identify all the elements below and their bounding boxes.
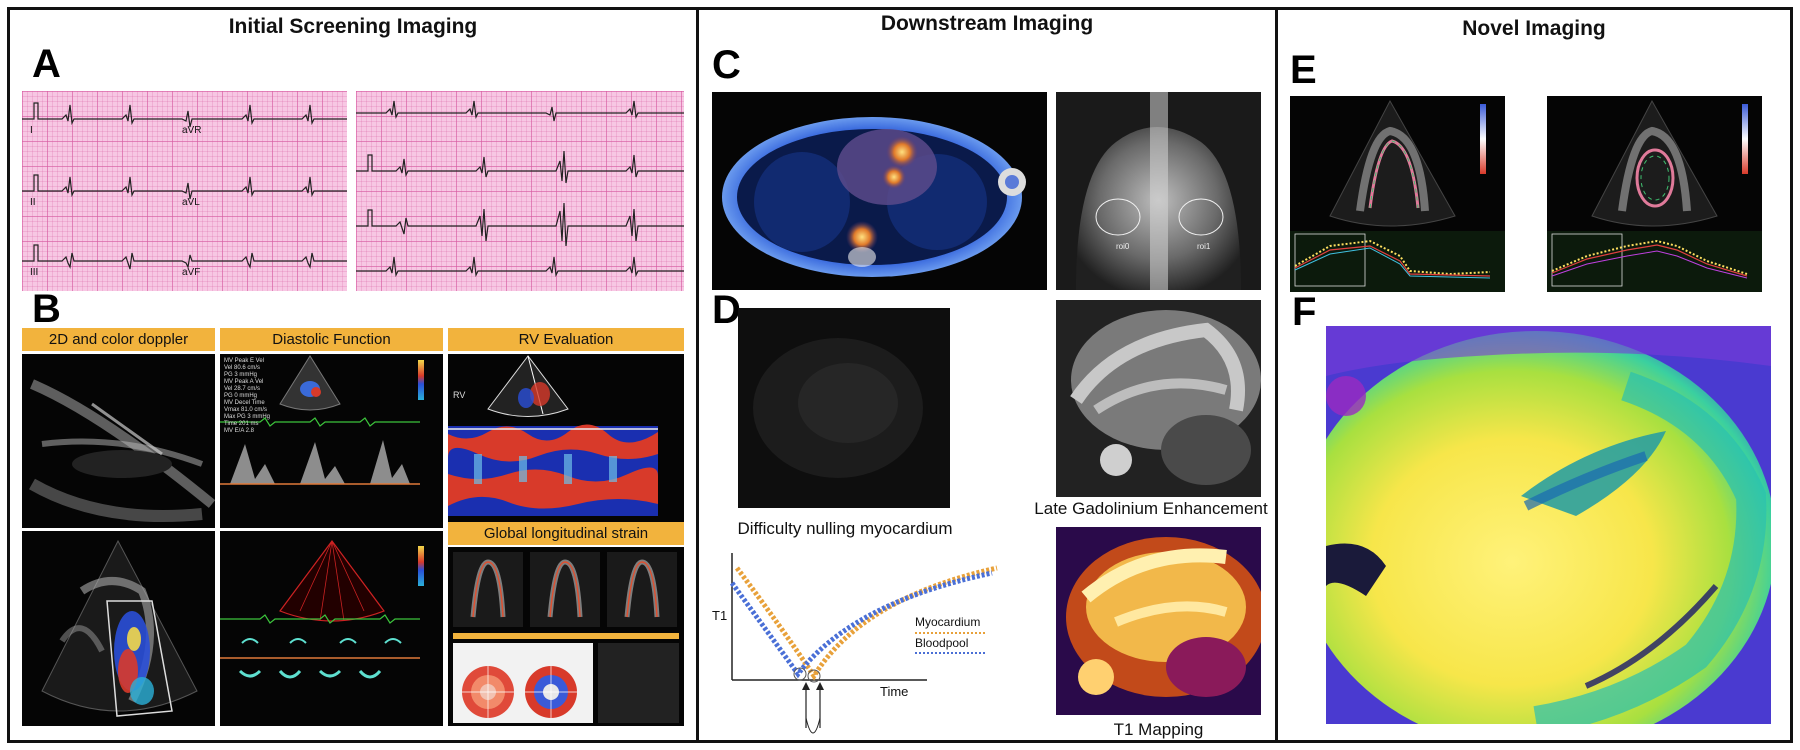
mri-t1-mapping-image <box>1056 527 1261 715</box>
ecg-right-traces <box>356 100 684 278</box>
t1-recovery-chart: T1 Time Myocardium Bloodpool <box>712 548 1002 738</box>
section-title-novel: Novel Imaging <box>1462 17 1606 40</box>
header-doppler: 2D and color doppler <box>22 328 215 351</box>
mri-nulling-image <box>738 308 950 508</box>
ecg-lead-label: aVL <box>182 197 200 208</box>
ecg-lead-label: III <box>30 267 39 278</box>
strain-echo-left <box>1290 96 1505 292</box>
t1-chart-svg <box>729 553 998 734</box>
panel-letter-e: E <box>1290 48 1317 92</box>
panel-letter-b: B <box>32 287 61 331</box>
divider-right <box>1275 7 1278 743</box>
echo-tissue-doppler <box>220 531 443 726</box>
t1-null-marker-bloodpool <box>793 667 807 681</box>
caption-t1-mapping: T1 Mapping <box>1113 720 1204 739</box>
t1-null-marker-myocardium <box>807 669 821 683</box>
caption-nulling: Difficulty nulling myocardium <box>737 519 953 538</box>
ecg-lead-label: aVR <box>182 125 202 136</box>
roi-label-right: roi1 <box>1197 242 1211 251</box>
t1-x-label: Time <box>880 684 909 699</box>
section-title-initial: Initial Screening Imaging <box>228 15 478 38</box>
header-gls: Global longitudinal strain <box>448 522 684 545</box>
panel-letter-c: C <box>712 43 741 87</box>
ecg-lead-label: aVF <box>182 267 201 278</box>
mri-lge-image <box>1056 300 1261 497</box>
ecg-lead-label: I <box>30 125 33 136</box>
echo-rv-mmode: RV <box>448 354 684 522</box>
t1-y-label: T1 <box>712 608 728 623</box>
echo-gls <box>448 547 684 726</box>
ecg-left: I aVR II aVL III aVF <box>22 91 347 291</box>
roi-label-left: roi0 <box>1116 242 1130 251</box>
panel-letter-a: A <box>32 42 61 86</box>
echo-parasternal <box>22 354 215 528</box>
ecg-lead-label: II <box>30 197 36 208</box>
legend-myocardium: Myocardium <box>915 615 981 629</box>
legend-line-myocardium <box>915 632 985 634</box>
legend-bloodpool: Bloodpool <box>915 636 969 650</box>
figure-frame <box>7 7 1793 743</box>
t1-map-large-image <box>1326 326 1771 724</box>
caption-lge: Late Gadolinium Enhancement <box>1034 499 1268 518</box>
mv-readout: MV Peak E Vel Vel 80.6 cm/s PG 3 mmHg MV… <box>224 358 271 434</box>
pet-ct-image <box>712 92 1047 290</box>
legend-line-bloodpool <box>915 652 985 654</box>
t1-curve-bloodpool <box>729 570 993 679</box>
header-diastolic: Diastolic Function <box>220 328 443 351</box>
divider-left <box>696 7 699 743</box>
panel-letter-f: F <box>1292 290 1317 334</box>
echo-color-doppler <box>22 531 215 726</box>
ecg-right <box>356 91 684 291</box>
panel-letter-d: D <box>712 288 741 332</box>
section-title-downstream: Downstream Imaging <box>880 12 1094 35</box>
header-rv: RV Evaluation <box>448 328 684 351</box>
rv-label: RV <box>453 390 466 400</box>
ecg-left-traces <box>22 102 347 270</box>
strain-echo-right <box>1547 96 1762 292</box>
spect-planar-image: roi0 roi1 <box>1056 92 1261 290</box>
echo-mitral-doppler: MV Peak E Vel Vel 80.6 cm/s PG 3 mmHg MV… <box>220 354 443 528</box>
